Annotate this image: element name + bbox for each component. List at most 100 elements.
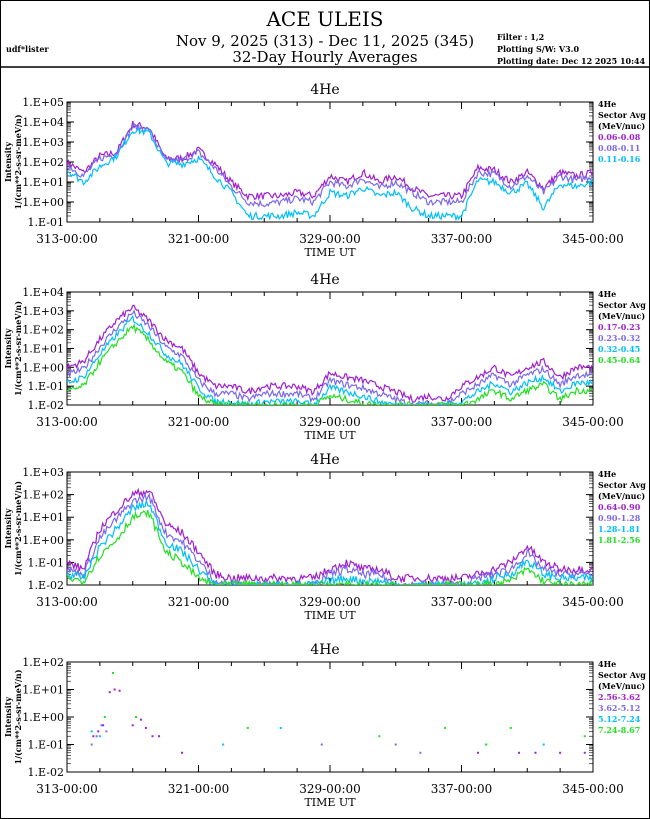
y-tick-label: 1.E-01: [28, 216, 64, 229]
x-axis-label: TIME UT: [304, 429, 356, 442]
legend-entry-blue: 0.08-0.11: [598, 143, 640, 153]
x-tick-label: 321-00:00: [168, 232, 230, 246]
x-tick-label: 337-00:00: [431, 595, 493, 609]
legend-species: 4He: [598, 469, 616, 479]
series-line-0.45-0.64: [67, 323, 593, 405]
series-line-0.08-0.11: [67, 122, 593, 208]
x-tick-label: 337-00:00: [431, 232, 493, 246]
panel-1: 4He1.E-011.E+001.E+011.E+021.E+031.E+041…: [3, 82, 646, 259]
data-point-2.56-3.62: [144, 726, 147, 729]
x-tick-label: 329-00:00: [299, 415, 361, 429]
series-line-0.32-0.45: [67, 314, 593, 405]
y-tick-label: 1.E-01: [28, 556, 64, 569]
y-axis-units: 1/(cm**2-s-sr-meV/n): [13, 301, 23, 396]
series-line-0.17-0.23: [67, 304, 593, 403]
x-tick-label: 337-00:00: [431, 782, 493, 796]
user-label: udf*lister: [6, 44, 49, 54]
y-axis-label: Intensity: [3, 142, 13, 182]
x-tick-label: 345-00:00: [562, 232, 624, 246]
data-point-2.56-3.62: [583, 751, 586, 754]
y-tick-label: 1.E+00: [22, 196, 64, 209]
legend-entry-purple: 2.56-3.62: [598, 692, 640, 702]
y-tick-label: 1.E+02: [22, 656, 64, 669]
panel-title: 4He: [310, 642, 339, 658]
legend-entry-cyan: 0.32-0.45: [598, 344, 640, 354]
y-tick-label: 1.E+04: [22, 116, 64, 129]
data-point-3.62-5.12: [100, 724, 103, 727]
y-axis-units: 1/(cm**2-s-sr-meV/n): [13, 114, 23, 209]
y-tick-label: 1.E+01: [22, 684, 64, 697]
data-point-2.56-3.62: [559, 751, 562, 754]
data-point-2.56-3.62: [92, 735, 95, 738]
y-tick-label: 1.E-01: [28, 739, 64, 752]
x-tick-label: 313-00:00: [36, 782, 98, 796]
y-tick-label: 1.E+00: [22, 711, 64, 724]
panel-title: 4He: [310, 272, 339, 288]
legend-label: Sector Avg: [598, 480, 646, 490]
date-range: Nov 9, 2025 (313) - Dec 11, 2025 (345): [176, 32, 474, 50]
x-tick-label: 329-00:00: [299, 232, 361, 246]
y-tick-label: 1.E+02: [22, 324, 64, 337]
y-tick-label: 1.E-01: [28, 380, 64, 393]
legend-entry-green: 0.45-0.64: [598, 355, 641, 365]
data-point-2.56-3.62: [151, 735, 154, 738]
data-point-7.24-8.67: [444, 726, 447, 729]
data-area: [67, 120, 593, 222]
legend-entry-blue: 0.90-1.28: [598, 513, 641, 523]
data-point-2.56-3.62: [113, 688, 116, 691]
legend-entry-cyan: 1.28-1.81: [598, 524, 640, 534]
x-tick-label: 313-00:00: [36, 415, 98, 429]
subtitle: 32-Day Hourly Averages: [232, 48, 417, 66]
x-tick-label: 337-00:00: [431, 415, 493, 429]
data-point-3.62-5.12: [419, 751, 422, 754]
series-line-0.06-0.08: [67, 120, 593, 202]
data-point-7.24-8.67: [246, 726, 249, 729]
data-point-2.56-3.62: [118, 689, 121, 692]
legend-entry-purple: 0.64-0.90: [598, 502, 641, 512]
data-point-7.24-8.67: [485, 743, 488, 746]
plot-title: ACE ULEIS: [265, 7, 383, 31]
legend-species: 4He: [598, 99, 616, 109]
y-tick-label: 1.E-02: [28, 579, 64, 592]
x-tick-label: 345-00:00: [562, 782, 624, 796]
x-tick-label: 321-00:00: [168, 782, 230, 796]
x-tick-label: 329-00:00: [299, 782, 361, 796]
data-point-5.12-7.24: [90, 730, 93, 733]
x-tick-label: 313-00:00: [36, 595, 98, 609]
data-point-2.56-3.62: [131, 724, 134, 727]
data-point-5.12-7.24: [279, 726, 282, 729]
y-tick-label: 1.E+00: [22, 361, 64, 374]
legend-entry-purple: 0.17-0.23: [598, 322, 641, 332]
legend-entry-blue: 0.23-0.32: [598, 333, 640, 343]
y-tick-label: 1.E+03: [22, 136, 64, 149]
y-tick-label: 1.E+01: [22, 343, 64, 356]
legend-label: Sector Avg: [598, 670, 646, 680]
legend-units: (MeV/nuc): [598, 681, 645, 691]
x-tick-label: 345-00:00: [562, 595, 624, 609]
data-point-7.24-8.67: [135, 716, 138, 718]
legend-units: (MeV/nuc): [598, 311, 645, 321]
data-point-3.62-5.12: [90, 743, 93, 746]
data-point-2.56-3.62: [139, 718, 142, 721]
legend-units: (MeV/nuc): [598, 491, 645, 501]
y-tick-label: 1.E+02: [22, 489, 64, 502]
x-tick-label: 321-00:00: [168, 415, 230, 429]
series-line-1.81-2.56: [67, 509, 593, 585]
data-area: [90, 671, 586, 754]
legend-entry-cyan: 5.12-7.24: [598, 714, 641, 724]
y-tick-label: 1.E+03: [22, 466, 64, 479]
data-area: [67, 487, 593, 585]
legend-entry-green: 1.81-2.56: [598, 535, 641, 545]
x-axis-label: TIME UT: [304, 609, 356, 622]
data-point-3.62-5.12: [95, 735, 98, 738]
y-axis-units: 1/(cm**2-s-sr-meV/n): [13, 669, 23, 764]
data-point-7.24-8.67: [103, 716, 106, 718]
data-point-5.12-7.24: [542, 743, 545, 746]
x-tick-label: 329-00:00: [299, 595, 361, 609]
y-tick-label: 1.E-02: [28, 399, 64, 412]
panel-title: 4He: [310, 452, 339, 468]
series-line-1.28-1.81: [67, 500, 593, 585]
